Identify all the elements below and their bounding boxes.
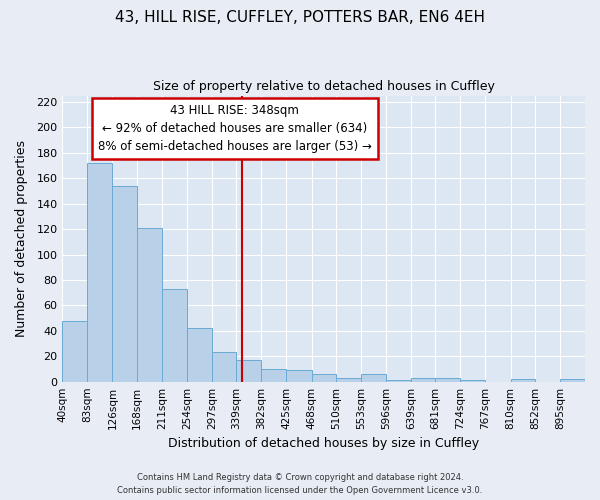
Bar — [411, 378, 436, 382]
Bar — [187, 328, 212, 382]
Bar — [236, 360, 262, 382]
Bar — [386, 380, 411, 382]
Text: 43 HILL RISE: 348sqm
← 92% of detached houses are smaller (634)
8% of semi-detac: 43 HILL RISE: 348sqm ← 92% of detached h… — [98, 104, 372, 153]
Bar — [286, 370, 311, 382]
Bar — [311, 374, 336, 382]
Bar — [336, 378, 361, 382]
Bar — [212, 352, 236, 382]
Bar — [62, 320, 88, 382]
Bar — [88, 163, 112, 382]
Bar — [511, 379, 535, 382]
Y-axis label: Number of detached properties: Number of detached properties — [15, 140, 28, 337]
Title: Size of property relative to detached houses in Cuffley: Size of property relative to detached ho… — [153, 80, 494, 93]
Bar — [262, 369, 286, 382]
Bar — [112, 186, 137, 382]
Bar — [436, 378, 460, 382]
Bar — [361, 374, 386, 382]
Text: Contains HM Land Registry data © Crown copyright and database right 2024.
Contai: Contains HM Land Registry data © Crown c… — [118, 474, 482, 495]
Text: 43, HILL RISE, CUFFLEY, POTTERS BAR, EN6 4EH: 43, HILL RISE, CUFFLEY, POTTERS BAR, EN6… — [115, 10, 485, 25]
Bar — [460, 380, 485, 382]
X-axis label: Distribution of detached houses by size in Cuffley: Distribution of detached houses by size … — [168, 437, 479, 450]
Bar — [560, 379, 585, 382]
Bar — [137, 228, 162, 382]
Bar — [162, 289, 187, 382]
